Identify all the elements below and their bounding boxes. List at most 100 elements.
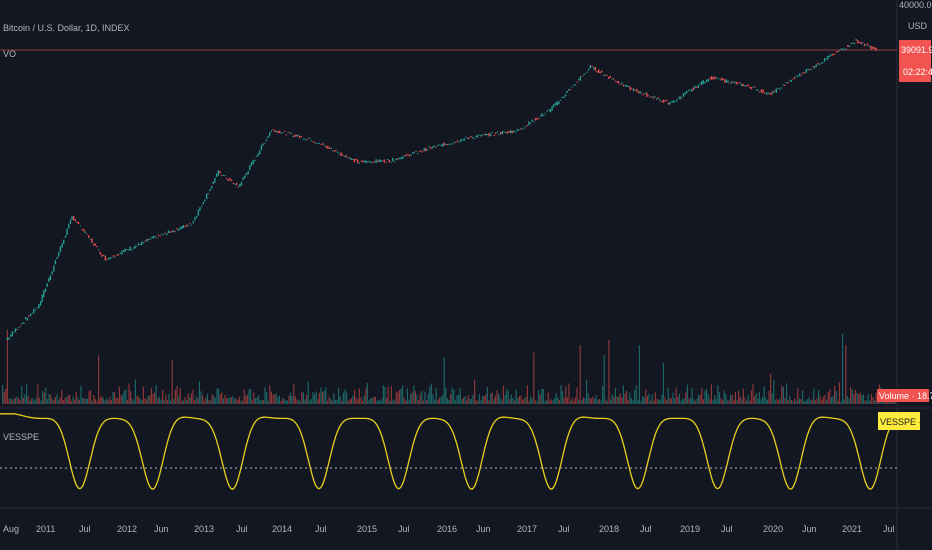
price-candle bbox=[632, 88, 635, 92]
volume-bar bbox=[418, 399, 420, 404]
price-candle bbox=[435, 146, 437, 148]
volume-bar bbox=[149, 395, 151, 404]
time-axis-label: Jul bbox=[398, 524, 410, 534]
volume-bar bbox=[259, 400, 261, 404]
volume-bar bbox=[557, 397, 559, 404]
volume-bar bbox=[709, 399, 711, 404]
price-candle bbox=[363, 160, 366, 163]
volume-bar bbox=[568, 383, 570, 404]
volume-bar bbox=[584, 397, 586, 404]
volume-bar bbox=[664, 397, 666, 404]
price-candle bbox=[282, 131, 284, 133]
volume-bar bbox=[850, 386, 852, 404]
price-candle bbox=[333, 150, 336, 153]
price-candle bbox=[867, 43, 869, 46]
volume-bar bbox=[520, 395, 522, 404]
price-candle bbox=[46, 283, 48, 287]
price-candle bbox=[169, 231, 171, 233]
volume-bar bbox=[70, 400, 72, 404]
volume-bar bbox=[794, 398, 796, 404]
volume-bar bbox=[835, 391, 837, 404]
price-candle bbox=[325, 146, 327, 148]
volume-tag bbox=[877, 389, 929, 402]
volume-bar bbox=[818, 390, 820, 404]
price-candle bbox=[31, 313, 33, 314]
symbol-title[interactable]: Bitcoin / U.S. Dollar, 1D, INDEX bbox=[3, 23, 130, 33]
price-candle bbox=[581, 75, 583, 77]
price-candle bbox=[342, 154, 344, 156]
price-candle bbox=[418, 151, 420, 153]
volume-bar bbox=[544, 401, 546, 404]
volume-bar bbox=[178, 396, 180, 404]
volume-bar bbox=[597, 399, 599, 404]
volume-bar bbox=[285, 400, 287, 404]
price-candle bbox=[514, 131, 517, 133]
price-candle bbox=[279, 130, 281, 134]
price-candle bbox=[641, 93, 643, 95]
volume-bar bbox=[462, 397, 464, 404]
price-candle bbox=[350, 157, 352, 161]
volume-bar bbox=[77, 397, 79, 404]
price-candle bbox=[327, 145, 329, 149]
price-candle bbox=[458, 141, 460, 143]
price-candle bbox=[478, 134, 480, 136]
price-candle bbox=[672, 100, 675, 103]
price-candle bbox=[378, 159, 380, 163]
volume-bar bbox=[515, 390, 517, 404]
price-candle bbox=[524, 126, 527, 128]
price-candle bbox=[534, 118, 537, 121]
price-candle bbox=[639, 91, 641, 94]
volume-bar bbox=[38, 397, 40, 404]
time-axis[interactable]: Aug 2011 Jul 2012 Jun 2013 Jul 2014 Jul 2015 Jul 20… bbox=[3, 524, 895, 534]
price-candle bbox=[99, 251, 101, 255]
price-candle bbox=[847, 45, 849, 47]
price-candle bbox=[370, 161, 372, 164]
volume-bar bbox=[600, 400, 602, 404]
volume-bar bbox=[205, 397, 207, 404]
volume-bar bbox=[106, 398, 108, 404]
volume-bar bbox=[144, 398, 146, 404]
time-axis-label: Jul bbox=[236, 524, 248, 534]
oscillator-title[interactable]: VESSPE bbox=[3, 432, 39, 442]
price-candle bbox=[757, 89, 759, 91]
price-candle bbox=[179, 227, 181, 230]
price-candle bbox=[490, 133, 492, 137]
volume-bar bbox=[466, 400, 468, 404]
price-candle bbox=[245, 173, 248, 176]
volume-bar bbox=[746, 400, 748, 404]
price-candle bbox=[19, 325, 22, 327]
price-candle bbox=[81, 229, 83, 231]
volume-bar bbox=[586, 380, 588, 404]
indicator-label[interactable]: VO bbox=[3, 49, 16, 59]
volume-bar bbox=[224, 394, 226, 404]
volume-bar bbox=[384, 386, 386, 404]
price-candle bbox=[264, 142, 266, 144]
volume-bar bbox=[202, 395, 204, 404]
volume-bar bbox=[472, 394, 474, 404]
price-candle bbox=[387, 159, 389, 161]
price-candle bbox=[117, 254, 120, 256]
volume-bar bbox=[370, 397, 372, 404]
volume-bar bbox=[242, 400, 244, 404]
price-candle bbox=[403, 155, 405, 157]
volume-bar bbox=[190, 393, 192, 404]
price-candle bbox=[714, 76, 716, 80]
volume-bar bbox=[61, 390, 63, 404]
volume-bar bbox=[219, 394, 221, 404]
volume-bar bbox=[754, 396, 756, 404]
volume-bar bbox=[578, 399, 580, 404]
price-candle bbox=[709, 77, 711, 80]
volume-bar bbox=[179, 388, 181, 404]
price-candle bbox=[495, 132, 497, 135]
price-candle bbox=[254, 159, 256, 162]
price-candle bbox=[23, 322, 25, 324]
volume-bar bbox=[160, 399, 162, 404]
volume-bar bbox=[619, 393, 621, 404]
price-candle bbox=[823, 58, 826, 62]
volume-bar bbox=[323, 390, 325, 404]
volume-bar bbox=[864, 400, 866, 404]
price-candle bbox=[779, 88, 781, 91]
volume-bar bbox=[222, 398, 224, 404]
currency-label[interactable]: USD bbox=[908, 21, 928, 31]
